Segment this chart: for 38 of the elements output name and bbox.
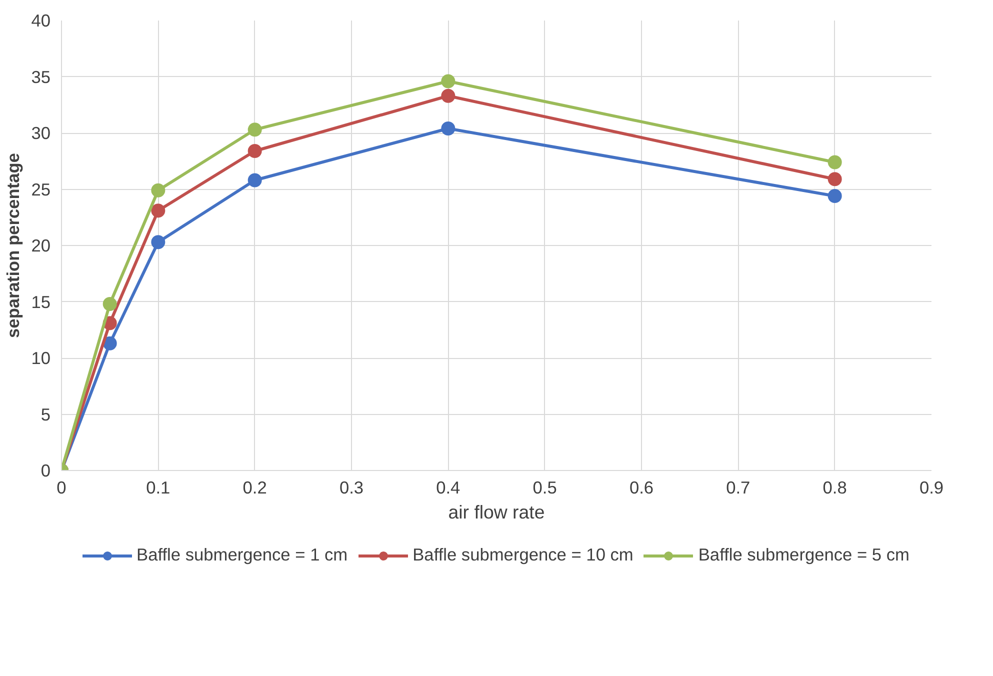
y-tick-label: 15 <box>31 292 51 312</box>
legend-label: Baffle submergence = 10 cm <box>412 544 634 566</box>
y-tick-label: 40 <box>31 10 51 30</box>
point <box>441 74 456 88</box>
y-tick-label: 20 <box>31 236 51 256</box>
legend-label: Baffle submergence = 5 cm <box>698 544 910 566</box>
point <box>828 189 842 203</box>
x-tick-label: 0.9 <box>919 478 944 498</box>
y-tick-label: 35 <box>31 66 51 87</box>
y-tick-label: 25 <box>31 179 51 200</box>
x-axis-title: air flow rate <box>448 502 545 522</box>
point <box>441 122 456 136</box>
x-tick-label: 0.3 <box>339 478 364 498</box>
point <box>151 204 166 218</box>
point <box>151 235 166 250</box>
point <box>102 297 117 311</box>
point <box>828 172 842 186</box>
y-axis-title: separation percentage <box>3 152 24 338</box>
y-tick-label: 30 <box>31 123 51 143</box>
x-tick-label: 0.2 <box>242 478 267 498</box>
legend-label: Baffle submergence = 1 cm <box>136 544 348 566</box>
x-tick-label: 0 <box>56 478 66 498</box>
point <box>441 88 456 103</box>
x-tick-label: 0.8 <box>822 478 847 498</box>
point <box>248 144 262 158</box>
x-tick-label: 0.6 <box>629 478 654 498</box>
point <box>248 122 262 137</box>
x-tick-label: 0.7 <box>726 478 750 498</box>
point <box>248 173 262 188</box>
y-tick-label: 5 <box>40 404 51 424</box>
point <box>102 336 117 350</box>
y-tick-label: 0 <box>40 460 51 480</box>
x-tick-label: 0.5 <box>532 478 557 498</box>
point <box>828 155 842 170</box>
x-tick-label: 0.1 <box>146 478 170 498</box>
y-tick-label: 10 <box>31 348 51 368</box>
point <box>151 183 166 198</box>
x-tick-label: 0.4 <box>436 478 461 498</box>
